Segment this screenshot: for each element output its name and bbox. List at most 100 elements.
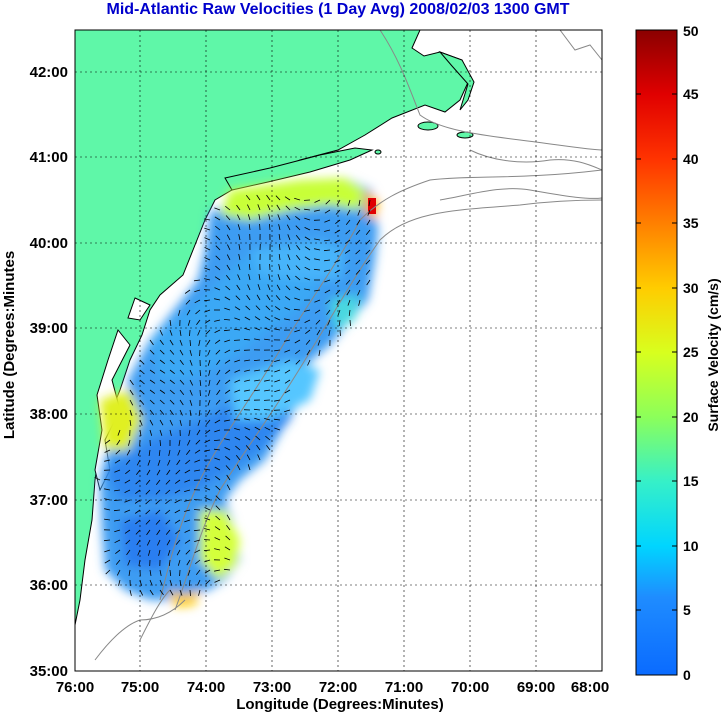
- velocity-vector: [256, 194, 261, 201]
- velocity-vector: [159, 429, 163, 436]
- velocity-vector: [189, 349, 192, 356]
- velocity-vector: [155, 489, 161, 495]
- velocity-vector: [224, 447, 231, 451]
- velocity-vector: [227, 244, 231, 251]
- velocity-vector: [348, 309, 351, 316]
- velocity-vector: [199, 389, 201, 397]
- velocity-vector: [284, 339, 291, 342]
- velocity-vector: [127, 559, 131, 566]
- velocity-vector: [185, 299, 191, 305]
- velocity-vector: [176, 549, 181, 556]
- velocity-vector: [214, 329, 221, 333]
- velocity-vector: [246, 454, 251, 461]
- velocity-vector: [365, 229, 371, 235]
- velocity-vector: [345, 269, 351, 275]
- velocity-vector: [188, 429, 191, 436]
- velocity-vector: [179, 339, 183, 346]
- velocity-vector: [169, 589, 174, 596]
- velocity-vector: [159, 389, 166, 394]
- velocity-vector: [254, 417, 261, 421]
- velocity-vector: [149, 379, 156, 384]
- velocity-vector: [204, 497, 211, 501]
- velocity-vector: [178, 309, 181, 316]
- velocity-vector: [314, 289, 321, 292]
- velocity-vector: [258, 214, 261, 221]
- velocity-vector: [273, 418, 281, 421]
- velocity-vector: [174, 499, 181, 504]
- velocity-vector: [104, 559, 111, 564]
- velocity-vector: [215, 495, 221, 501]
- velocity-vector: [286, 214, 291, 221]
- velocity-vector: [169, 359, 175, 365]
- velocity-vector: [205, 429, 211, 435]
- velocity-vector: [159, 439, 161, 447]
- velocity-vector: [165, 519, 171, 525]
- velocity-vector: [208, 379, 211, 386]
- velocity-vector: [125, 539, 131, 545]
- velocity-vector: [148, 449, 151, 456]
- velocity-vector: [189, 369, 193, 376]
- velocity-vector: [216, 389, 221, 396]
- velocity-vector: [304, 208, 311, 211]
- map-border: [74, 29, 603, 672]
- velocity-vector: [166, 539, 171, 546]
- velocity-vector: [149, 409, 155, 415]
- velocity-vector: [103, 479, 111, 481]
- velocity-vector: [247, 204, 251, 211]
- velocity-vector: [324, 269, 331, 272]
- velocity-vector: [179, 329, 182, 336]
- velocity-vector: [335, 209, 341, 215]
- velocity-vector: [189, 329, 191, 337]
- y-tick-labels: 35:00 36:00 37:00 38:00 39:00 40:00 41:0…: [30, 64, 68, 680]
- velocity-vector: [248, 263, 251, 271]
- velocity-vector: [324, 219, 331, 223]
- velocity-vector: [295, 215, 301, 221]
- velocity-vector: [295, 255, 301, 261]
- velocity-vector: [244, 379, 251, 382]
- velocity-vector: [174, 489, 181, 494]
- velocity-vector: [255, 435, 261, 441]
- velocity-vector: [295, 275, 301, 281]
- velocity-vector: [255, 305, 261, 311]
- velocity-vector: [324, 279, 331, 283]
- velocity-vector: [313, 268, 321, 271]
- velocity-vector: [214, 579, 221, 583]
- cape-cod: [438, 50, 475, 111]
- velocity-vector: [159, 399, 165, 405]
- velocity-vector: [314, 248, 321, 251]
- velocity-vector: [159, 579, 163, 586]
- velocity-vector: [324, 239, 331, 242]
- velocity-vector: [215, 245, 221, 251]
- velocity-vector: [198, 409, 201, 416]
- velocity-vector: [156, 529, 161, 536]
- y-tick-label: 37:00: [30, 492, 68, 509]
- velocity-vector: [124, 499, 131, 503]
- velocity-vector: [165, 489, 171, 495]
- velocity-vector: [149, 369, 156, 374]
- velocity-vector: [208, 389, 211, 396]
- velocity-vector: [225, 215, 231, 221]
- velocity-vector: [234, 369, 241, 373]
- velocity-vector: [184, 489, 191, 492]
- velocity-vector: [274, 317, 281, 321]
- velocity-vector: [158, 449, 161, 456]
- velocity-vector: [258, 274, 261, 281]
- velocity-vector: [184, 539, 191, 544]
- colorbar-tick-label: 35: [683, 215, 699, 231]
- velocity-vector: [214, 548, 221, 551]
- velocity-vector: [274, 328, 281, 331]
- velocity-vector: [295, 225, 301, 231]
- velocity-vector: [245, 445, 251, 451]
- velocity-vector: [167, 459, 171, 466]
- velocity-vector: [357, 209, 361, 216]
- velocity-vector: [328, 329, 331, 336]
- velocity-vector: [254, 338, 261, 341]
- velocity-vector: [254, 369, 261, 372]
- velocity-vector: [215, 515, 221, 521]
- velocity-vector: [214, 457, 221, 461]
- velocity-vector: [267, 284, 271, 291]
- velocity-vector: [188, 579, 191, 587]
- velocity-vector: [278, 234, 281, 241]
- velocity-vector: [304, 288, 311, 291]
- velocity-vector: [193, 509, 201, 511]
